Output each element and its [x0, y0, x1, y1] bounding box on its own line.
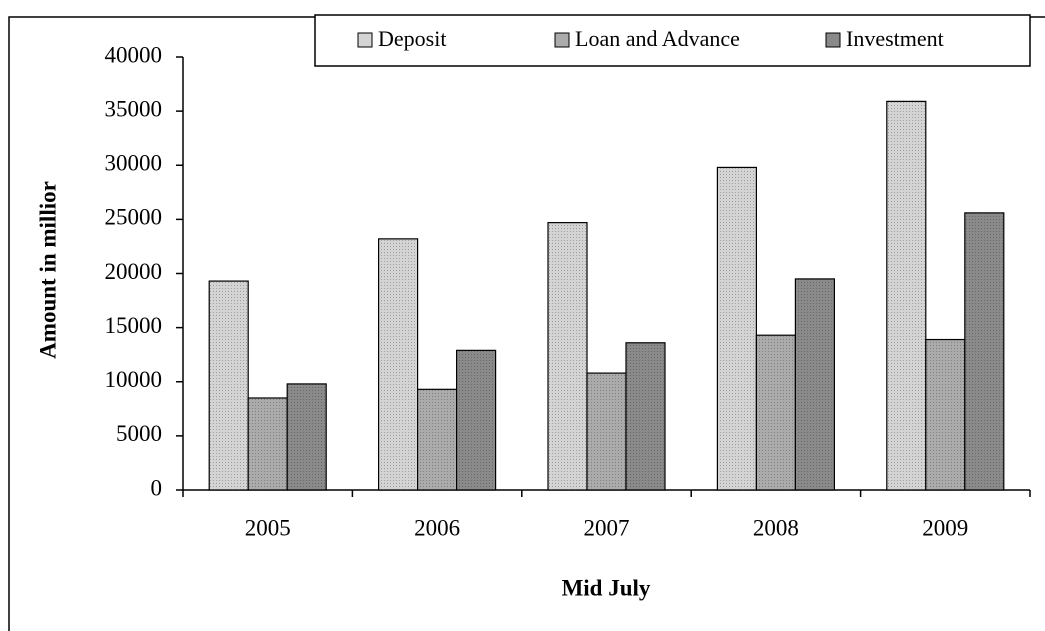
y-tick-label: 40000: [105, 42, 163, 67]
bar-texture: [964, 212, 1004, 490]
bar-texture: [456, 350, 496, 490]
y-tick-label: 15000: [105, 313, 163, 338]
bar-texture: [925, 339, 965, 490]
x-tick-label: 2007: [584, 515, 630, 540]
bar-texture: [717, 167, 757, 491]
x-axis-title: Mid July: [562, 575, 651, 600]
legend-label: Investment: [846, 26, 944, 51]
legend-label: Loan and Advance: [575, 26, 740, 51]
y-tick-label: 5000: [116, 421, 162, 446]
x-tick-label: 2009: [922, 515, 968, 540]
legend-swatch: [554, 32, 570, 48]
bar-texture: [548, 222, 587, 490]
bar-texture: [756, 335, 796, 490]
bar-texture: [248, 397, 288, 490]
y-tick-label: 10000: [105, 367, 163, 392]
legend-swatch: [825, 32, 841, 48]
bar-texture: [587, 373, 626, 490]
bar-texture: [209, 281, 249, 490]
bar-texture: [378, 238, 418, 490]
x-tick-label: 2005: [245, 515, 291, 540]
x-tick-label: 2008: [753, 515, 799, 540]
y-tick-label: 25000: [105, 205, 163, 230]
y-tick-label: 30000: [105, 151, 163, 176]
legend-swatch: [357, 32, 373, 48]
bar-texture: [886, 101, 926, 490]
x-tick-label: 2006: [414, 515, 460, 540]
legend-label: Deposit: [378, 26, 446, 51]
y-tick-label: 20000: [105, 259, 163, 284]
legend-box: [314, 14, 1031, 67]
y-tick-label: 35000: [105, 96, 163, 121]
y-axis-title: Amount in millior: [35, 181, 60, 359]
y-tick-label: 0: [151, 475, 163, 500]
bar-texture: [795, 278, 835, 490]
bar-texture: [417, 389, 457, 490]
bar-texture: [626, 342, 665, 490]
bar-texture: [287, 383, 327, 490]
